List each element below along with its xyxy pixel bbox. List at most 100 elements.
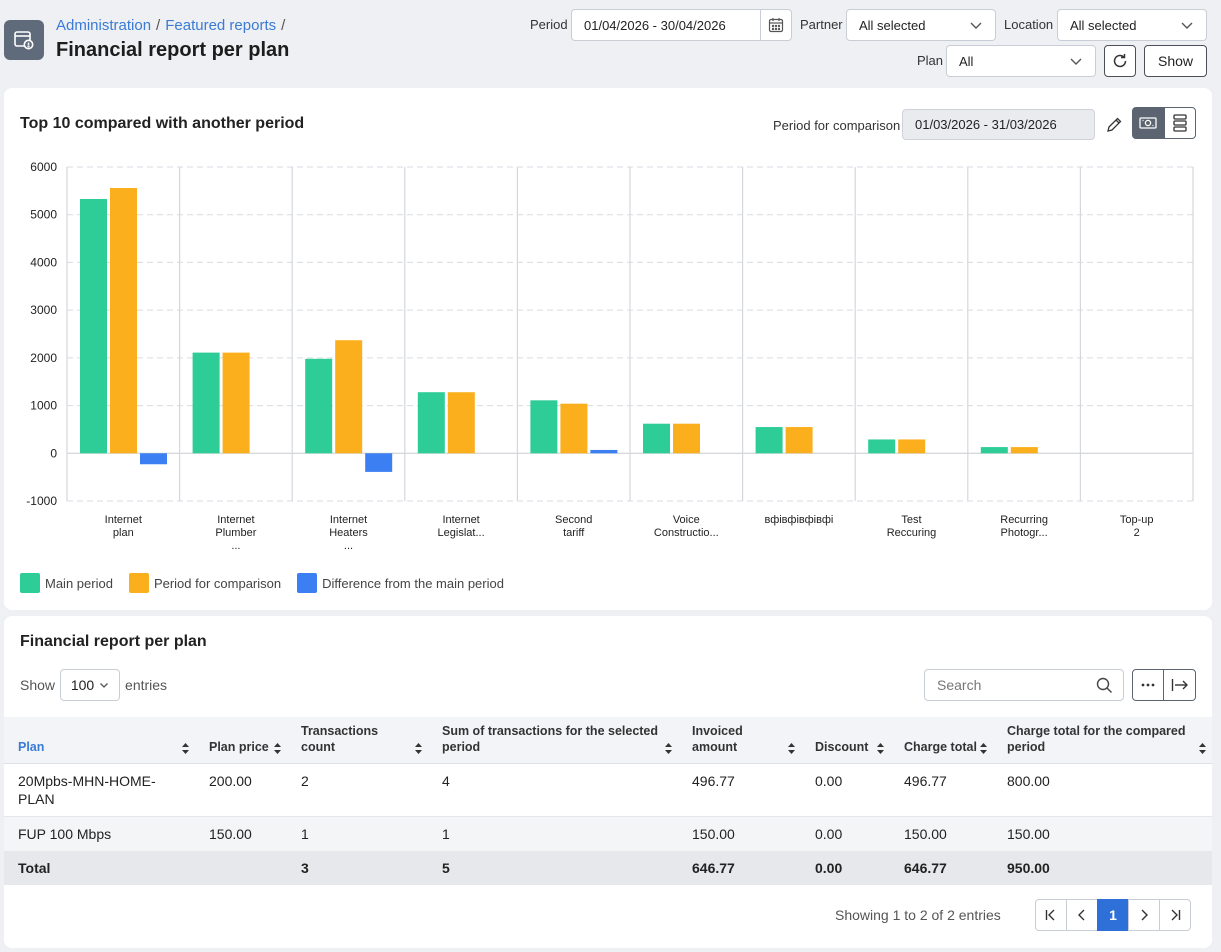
page-1-button[interactable]: 1 [1097,899,1129,931]
location-select-value: All selected [1070,17,1137,33]
column-header-sum-transactions[interactable]: Sum of transactions for the selected per… [428,717,678,764]
x-tick-label: Test [901,514,921,526]
cell-plan-price: 150.00 [195,816,287,851]
chevron-right-icon [1141,909,1148,921]
pencil-icon [1107,117,1122,132]
column-header-label: Plan price [209,740,269,754]
column-header-discount[interactable]: Discount [801,717,890,764]
legend-item-comparison[interactable]: Period for comparison [128,573,281,593]
x-tick-label: ... [231,540,240,552]
sort-icon [877,743,884,754]
calendar-icon [768,18,784,33]
partner-select-value: All selected [859,17,926,33]
calendar-button[interactable] [760,9,792,41]
total-transactions-count: 3 [287,851,428,885]
total-discount: 0.00 [801,851,890,885]
chart-view-toggle[interactable] [1132,107,1164,139]
first-page-button[interactable] [1035,899,1067,931]
edit-comparison-button[interactable] [1103,114,1125,136]
bar-main [417,392,445,454]
plan-select-value: All [959,53,974,69]
column-header-label: Sum of transactions for the selected per… [442,724,659,754]
x-tick-label: Plumber [215,527,256,539]
legend-swatch [297,573,318,593]
y-tick-label: 1000 [30,399,57,413]
bar-comparison [560,403,588,454]
sort-icon [980,743,987,754]
chevron-left-icon [1078,909,1085,921]
bar-main [192,352,220,454]
column-header-label: Transactions count [301,724,379,754]
table-row[interactable]: FUP 100 Mbps 150.00 1 1 150.00 0.00 150.… [4,816,1212,851]
x-tick-label: Internet [330,514,367,526]
first-page-icon [1045,909,1055,921]
arrow-right-to-bar-icon [1171,679,1188,691]
more-options-button[interactable] [1132,669,1164,701]
location-select[interactable]: All selected [1057,9,1207,41]
sort-icon [1199,743,1206,754]
previous-page-button[interactable] [1066,899,1098,931]
bar-comparison [673,423,700,454]
column-header-charge-total[interactable]: Charge total [890,717,993,764]
sort-icon [415,743,422,754]
search-input[interactable]: Search [924,669,1124,701]
bar-difference [365,453,393,472]
legend-item-difference[interactable]: Difference from the main period [297,573,504,593]
legend-label: Main period [45,575,113,591]
legend-swatch [128,573,149,593]
y-tick-label: 6000 [30,160,57,174]
table-actions [1132,669,1196,701]
cell-charge-total-compared: 800.00 [993,763,1212,817]
cell-plan: 20Mpbs-MHN-HOME-PLAN [4,763,195,817]
comparison-period-input[interactable]: 01/03/2026 - 31/03/2026 [902,109,1095,140]
last-page-icon [1171,909,1181,921]
column-header-plan[interactable]: Plan [4,717,195,764]
column-header-plan-price[interactable]: Plan price [195,717,287,764]
y-tick-label: 4000 [30,255,57,269]
x-tick-label: Constructio... [654,527,719,539]
search-icon [1096,677,1112,693]
partner-select[interactable]: All selected [846,9,996,41]
total-plan-price [195,851,287,885]
breadcrumb-administration[interactable]: Administration [56,17,152,34]
cell-discount: 0.00 [801,763,890,817]
plan-select[interactable]: All [946,45,1096,77]
pagination-info: Showing 1 to 2 of 2 entries [835,907,1001,923]
y-tick-label: 2000 [30,351,57,365]
breadcrumb-featured-reports[interactable]: Featured reports [165,17,277,34]
column-header-invoiced-amount[interactable]: Invoiced amount [678,717,801,764]
cell-charge-total: 150.00 [890,816,993,851]
bar-main [755,427,783,454]
x-tick-label: Reccuring [887,527,937,539]
table-row[interactable]: 20Mpbs-MHN-HOME-PLAN 200.00 2 4 496.77 0… [4,763,1212,817]
export-button[interactable] [1164,669,1196,701]
column-header-label: Plan [18,740,45,754]
table-title: Financial report per plan [20,633,207,650]
comparison-period-label: Period for comparison [773,118,901,133]
bar-main [80,198,107,454]
bar-comparison [898,439,926,454]
entries-select[interactable]: 100 [60,669,121,701]
last-page-button[interactable] [1159,899,1191,931]
bar-difference [590,449,618,454]
column-header-charge-total-compared[interactable]: Charge total for the compared period [993,717,1212,764]
cell-charge-total: 496.77 [890,763,993,817]
report-app-icon [4,20,44,60]
column-header-transactions-count[interactable]: Transactions count [287,717,428,764]
period-input[interactable]: 01/04/2026 - 30/04/2026 [571,9,761,41]
show-button[interactable]: Show [1144,45,1207,77]
next-page-button[interactable] [1128,899,1160,931]
x-tick-label: вфівфівфівфі [764,514,833,526]
report-table: Plan Plan price Transactions count Sum o… [4,717,1212,885]
x-tick-label: 2 [1134,527,1140,539]
legend-item-main[interactable]: Main period [20,573,113,593]
list-view-toggle[interactable] [1164,107,1196,139]
total-charge-total: 646.77 [890,851,993,885]
chart-legend: Main period Period for comparison Differ… [20,573,520,593]
y-tick-label: -1000 [26,494,57,508]
refresh-button[interactable] [1104,45,1136,77]
table-header-row: Plan Plan price Transactions count Sum o… [4,717,1212,764]
total-invoiced-amount: 646.77 [678,851,801,885]
column-header-label: Discount [815,740,869,754]
legend-swatch [20,573,40,593]
